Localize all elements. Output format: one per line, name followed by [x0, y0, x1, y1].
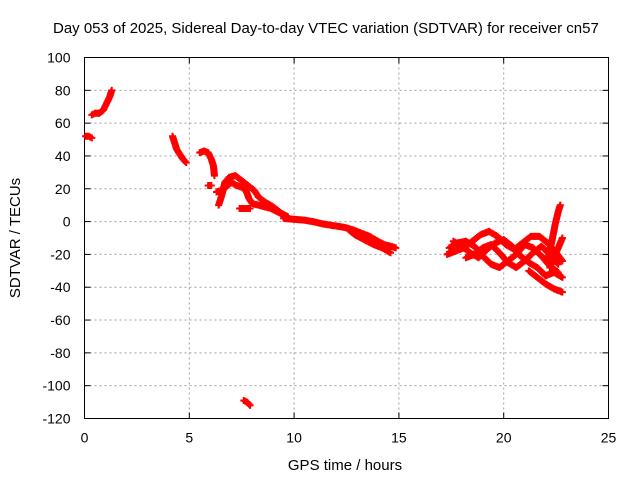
data-point: [387, 249, 395, 257]
chart-title: Day 053 of 2025, Sidereal Day-to-day VTE…: [53, 20, 599, 37]
x-tick-label: 20: [496, 430, 512, 446]
data-point: [392, 244, 400, 252]
x-tick-label: 25: [601, 430, 617, 446]
data-point: [207, 181, 215, 189]
data-point: [246, 204, 254, 212]
data-point: [245, 400, 253, 408]
grid-lines: [84, 57, 609, 419]
y-tick-label: 40: [55, 148, 71, 164]
data-point: [210, 172, 218, 180]
data-point: [556, 201, 564, 209]
data-point: [88, 134, 96, 142]
y-axis-title: SDTVAR / TECUs: [7, 178, 24, 298]
data-point: [182, 159, 190, 167]
y-tick-label: -80: [50, 345, 70, 361]
data-point: [181, 157, 189, 165]
y-tick-label: 0: [63, 214, 71, 230]
y-tick-label: -40: [50, 279, 70, 295]
data-point: [558, 273, 566, 281]
x-tick-label: 5: [185, 430, 193, 446]
data-points: [82, 86, 566, 409]
data-point: [558, 234, 566, 242]
y-tick-label: 60: [55, 115, 71, 131]
y-tick-label: -60: [50, 312, 70, 328]
x-tick-label: 15: [391, 430, 407, 446]
data-point: [554, 260, 562, 268]
y-tick-label: 20: [55, 181, 71, 197]
x-axis-title: GPS time / hours: [288, 457, 402, 474]
x-tick-label: 10: [286, 430, 302, 446]
y-tick-label: -100: [42, 378, 70, 394]
y-tick-label: 100: [47, 50, 71, 66]
data-point: [558, 288, 566, 296]
plot-frame: [84, 57, 609, 419]
data-point: [246, 401, 254, 409]
data-point: [558, 257, 566, 265]
y-tick-label: -20: [50, 246, 70, 262]
y-tick-label: -120: [42, 411, 70, 427]
data-point: [108, 86, 116, 94]
x-tick-label: 0: [81, 430, 89, 446]
axes: 0 5 10 15 20 25 100 80 60 40 20 0 -20 -40 -60 -80 -100 -1…: [42, 50, 616, 446]
y-tick-label: 80: [55, 82, 71, 98]
